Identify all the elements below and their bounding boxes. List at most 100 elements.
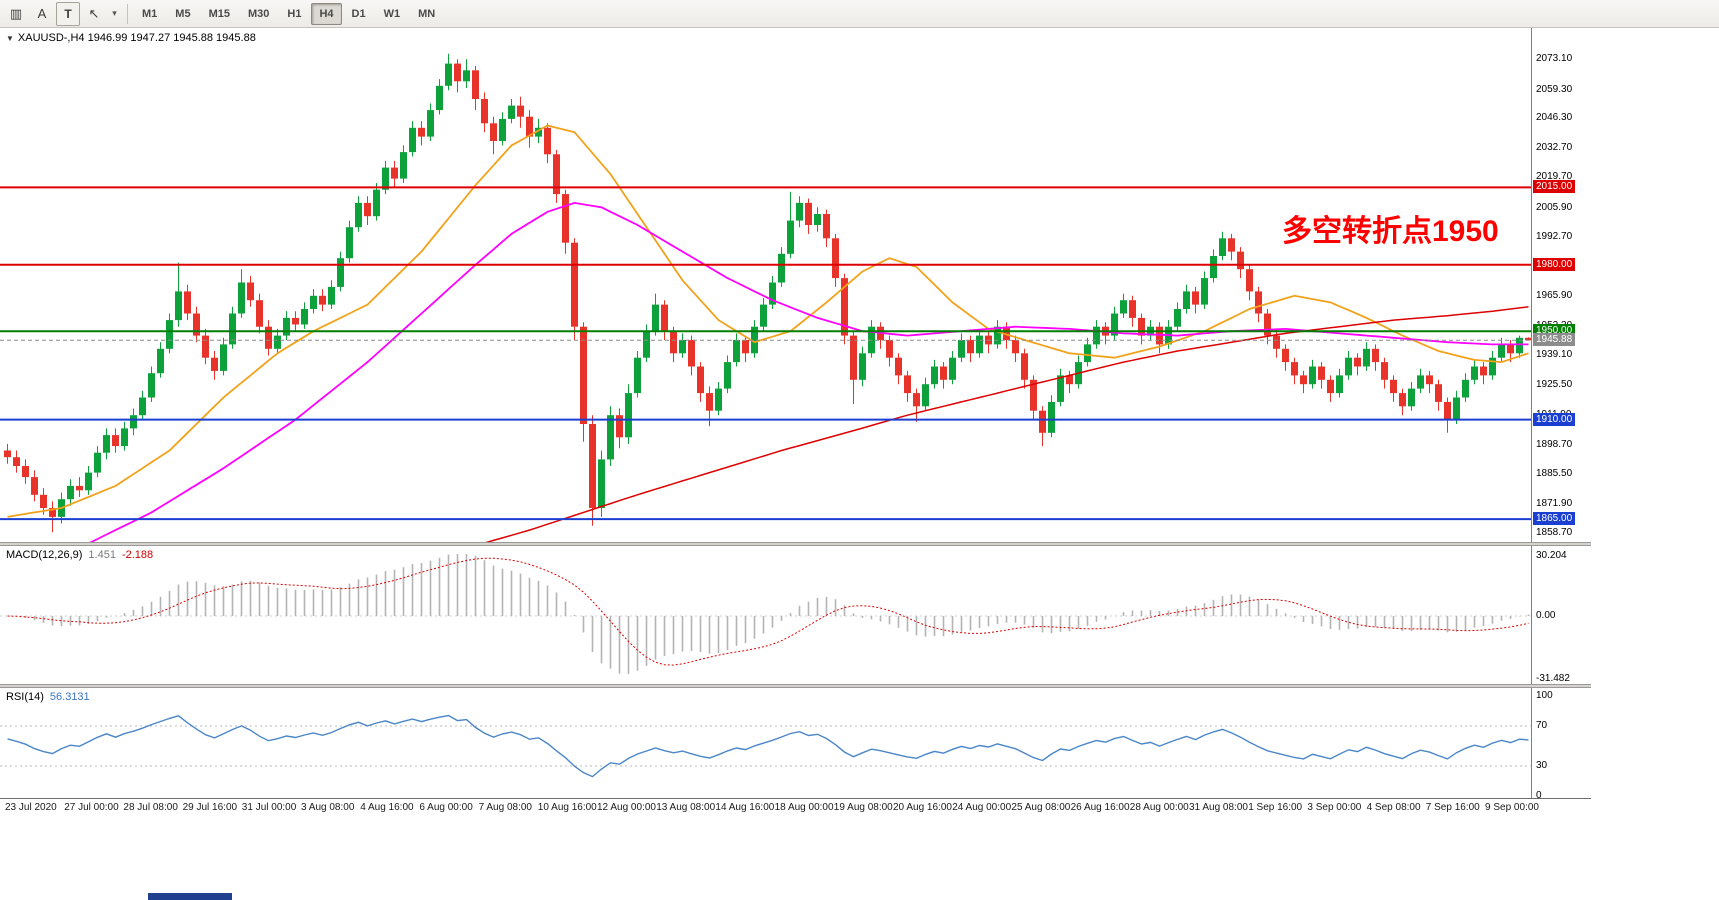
rsi-value: 56.3131 — [49, 691, 90, 703]
price-tick: 1871.90 — [1536, 497, 1573, 509]
rsi-tick: 70 — [1536, 720, 1548, 731]
symbol-info: ▼ XAUUSD-,H4 1946.99 1947.27 1945.88 194… — [6, 32, 256, 44]
rsi-tick: 100 — [1536, 690, 1553, 701]
rsi-title: RSI(14) — [6, 691, 44, 703]
time-tick: 10 Aug 16:00 — [537, 802, 597, 813]
top-toolbar: ▥ A T ↖ ▾ M1 M5 M15 M30 H1 H4 D1 W1 MN — [0, 0, 1719, 28]
macd-canvas — [0, 554, 1531, 674]
time-tick: 1 Sep 16:00 — [1248, 802, 1303, 813]
time-tick: 3 Aug 08:00 — [301, 802, 355, 813]
taskbar-fragment — [148, 893, 232, 900]
chart-type-icon[interactable]: ▥ — [9, 5, 23, 21]
price-axis[interactable]: 2073.10 2059.30 2046.30 2032.70 2019.70 2005.… — [1531, 28, 1591, 542]
macd-title: MACD(12,26,9) — [6, 549, 83, 561]
rsi-canvas — [0, 714, 1531, 778]
price-tick: 2032.70 — [1536, 142, 1573, 154]
time-tick: 9 Sep 00:00 — [1485, 802, 1539, 813]
timeframe-mn[interactable]: MN — [418, 7, 436, 20]
ma-slow-red[interactable] — [476, 306, 1529, 542]
time-tick: 23 Jul 2020 — [5, 802, 57, 813]
price-tick: 2019.70 — [1536, 171, 1573, 183]
main-chart-panel[interactable]: 2073.10 2059.30 2046.30 2032.70 2019.70 2005.… — [0, 28, 1591, 542]
macd-label: MACD(12,26,9) 1.451 -2.188 — [6, 549, 153, 561]
price-tick: 2046.30 — [1536, 112, 1573, 124]
time-tick: 3 Sep 00:00 — [1307, 802, 1362, 813]
time-tick: 4 Sep 08:00 — [1366, 802, 1421, 813]
time-tick: 7 Sep 16:00 — [1425, 802, 1480, 813]
price-tick: 2073.10 — [1536, 53, 1573, 64]
symbol-dropdown-icon[interactable]: ▼ — [6, 33, 14, 43]
ma-fast-orange[interactable] — [7, 124, 1529, 518]
time-tick: 25 Aug 08:00 — [1011, 802, 1071, 813]
text-annotation-tool[interactable]: A — [37, 6, 47, 21]
price-tick: 1939.10 — [1536, 349, 1573, 361]
macd-tick: 0.00 — [1536, 610, 1556, 621]
time-tick: 12 Aug 00:00 — [597, 802, 656, 813]
time-axis[interactable]: 23 Jul 2020 27 Jul 00:00 28 Jul 08:00 29 Ju… — [0, 800, 1591, 816]
time-axis-border — [0, 798, 1591, 799]
macd-main-value: 1.451 — [88, 549, 116, 561]
price-tick: 2005.90 — [1536, 201, 1573, 213]
rsi-tick: 30 — [1536, 760, 1548, 771]
time-tick: 29 Jul 16:00 — [182, 802, 238, 813]
panel-splitter[interactable] — [0, 542, 1591, 546]
tools-dropdown-chevron[interactable]: ▾ — [112, 8, 117, 18]
time-tick: 4 Aug 16:00 — [360, 802, 414, 813]
price-tick: 1992.70 — [1536, 230, 1573, 242]
time-tick: 19 Aug 08:00 — [833, 802, 893, 813]
macd-signal-line — [7, 557, 1529, 666]
ma-mid-magenta[interactable] — [8, 201, 1529, 542]
price-chart-canvas[interactable] — [0, 28, 1531, 542]
candles-layer — [4, 53, 1531, 533]
timeframe-m15[interactable]: M15 — [208, 7, 230, 20]
time-tick: 31 Jul 00:00 — [241, 802, 297, 813]
time-tick: 14 Aug 16:00 — [715, 802, 775, 813]
time-tick: 18 Aug 00:00 — [774, 802, 834, 813]
time-tick: 28 Jul 08:00 — [123, 802, 178, 813]
time-tick: 20 Aug 16:00 — [893, 802, 952, 813]
timeframe-m1[interactable]: M1 — [142, 7, 158, 20]
time-tick: 28 Aug 00:00 — [1129, 802, 1189, 813]
price-level-badge: 2015.00 — [1533, 180, 1576, 194]
macd-tick: 30.204 — [1536, 549, 1567, 561]
chart-annotation-text[interactable]: 多空转折点1950 — [1282, 215, 1499, 248]
timeframe-h1[interactable]: H1 — [287, 7, 302, 20]
price-level-badge: 1865.00 — [1533, 512, 1576, 526]
timeframe-d1[interactable]: D1 — [351, 7, 366, 20]
price-level-badge: 1980.00 — [1533, 257, 1576, 271]
time-tick: 24 Aug 00:00 — [952, 802, 1012, 813]
bid-price-badge: 1945.88 — [1533, 333, 1576, 347]
rsi-panel[interactable]: 100 70 30 0 RSI(14) 56.3131 — [0, 688, 1591, 798]
timeframe-m30[interactable]: M30 — [247, 7, 270, 20]
panel-splitter[interactable] — [0, 684, 1591, 688]
symbol-ohlc-text: XAUUSD-,H4 1946.99 1947.27 1945.88 1945.… — [17, 32, 256, 44]
macd-tick: -31.482 — [1536, 672, 1570, 684]
price-level-badge: 1910.00 — [1533, 412, 1576, 426]
text-label-tool[interactable]: T — [56, 1, 80, 26]
time-tick: 26 Aug 16:00 — [1070, 802, 1130, 813]
time-tick: 6 Aug 00:00 — [419, 802, 473, 813]
macd-signal-value: -2.188 — [121, 549, 154, 561]
cursor-tool-icon[interactable]: ↖ — [88, 5, 100, 21]
timeframe-h4[interactable]: H4 — [311, 2, 342, 25]
time-tick: 7 Aug 08:00 — [478, 802, 532, 813]
timeframe-w1[interactable]: W1 — [383, 7, 401, 20]
price-tick: 2059.30 — [1536, 83, 1573, 95]
price-tick: 1885.50 — [1536, 467, 1573, 479]
macd-histogram — [15, 554, 1530, 674]
rsi-label: RSI(14) 56.3131 — [6, 691, 90, 703]
time-tick: 31 Aug 08:00 — [1189, 802, 1248, 813]
rsi-tick: 0 — [1536, 790, 1542, 798]
macd-axis: 30.204 0.00 -31.482 — [1531, 546, 1591, 684]
price-tick: 1925.50 — [1536, 379, 1573, 391]
rsi-axis: 100 70 30 0 — [1531, 688, 1591, 798]
price-tick: 1858.70 — [1536, 527, 1573, 538]
time-tick: 27 Jul 00:00 — [64, 802, 119, 813]
time-tick: 13 Aug 08:00 — [656, 802, 716, 813]
toolbar-separator — [127, 3, 128, 24]
macd-panel[interactable]: 30.204 0.00 -31.482 MACD(12,26,9) 1.451 -2… — [0, 546, 1591, 684]
price-tick: 1898.70 — [1536, 438, 1573, 450]
rsi-line — [7, 714, 1529, 778]
price-tick: 1965.90 — [1536, 290, 1573, 301]
timeframe-m5[interactable]: M5 — [175, 7, 191, 20]
